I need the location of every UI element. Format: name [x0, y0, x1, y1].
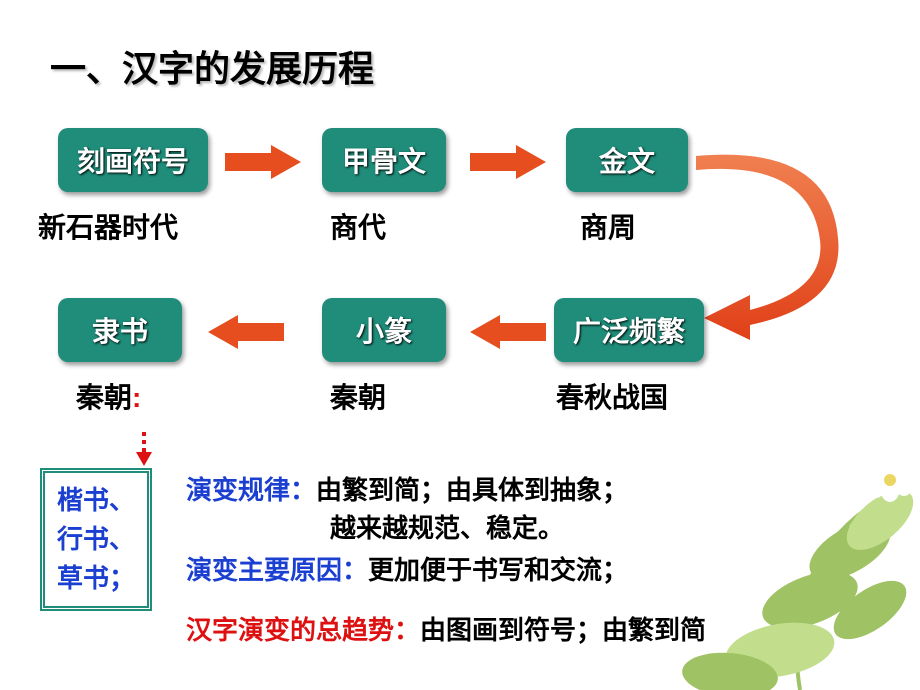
flow-box-xiaozhuan: 小篆	[322, 298, 446, 362]
result-line-2: 行书、	[57, 520, 135, 559]
era-xinshiqi: 新石器时代	[38, 206, 178, 246]
result-line-3: 草书；	[57, 559, 135, 598]
arrow-left-1	[208, 315, 284, 345]
flow-row-2: 隶书 小篆 广泛频繁	[0, 290, 920, 370]
trend: 汉字演变的总趋势：由图画到符号；由繁到简	[186, 610, 706, 647]
flow-box-kehua: 刻画符号	[58, 128, 208, 192]
rule-1b: 越来越规范、稳定。	[330, 508, 564, 545]
rule-2: 演变主要原因：更加便于书写和交流；	[186, 550, 628, 587]
flow-box-jinwen: 金文	[566, 128, 688, 192]
result-scripts-box: 楷书、 行书、 草书；	[40, 468, 152, 611]
era-shangdai: 商代	[330, 206, 386, 246]
era-qin2: 秦朝	[330, 376, 386, 416]
background-plant	[600, 430, 920, 690]
flow-box-lishu: 隶书	[58, 298, 182, 362]
era-chunqiu: 春秋战国	[556, 376, 668, 416]
dotted-arrow-down	[134, 432, 154, 468]
flow-box-guangfan: 广泛频繁	[554, 298, 704, 362]
era-shangzhou: 商周	[580, 206, 636, 246]
arrow-right-2	[470, 145, 546, 175]
flow-box-jiaguwen: 甲骨文	[322, 128, 446, 192]
arrow-right-1	[225, 145, 301, 175]
result-line-1: 楷书、	[57, 481, 135, 520]
era-qin1: 秦朝:	[76, 376, 141, 416]
arrow-left-2	[470, 315, 546, 345]
rule-1: 演变规律：由繁到简；由具体到抽象；	[186, 470, 628, 507]
page-title: 一、汉字的发展历程	[0, 0, 920, 92]
